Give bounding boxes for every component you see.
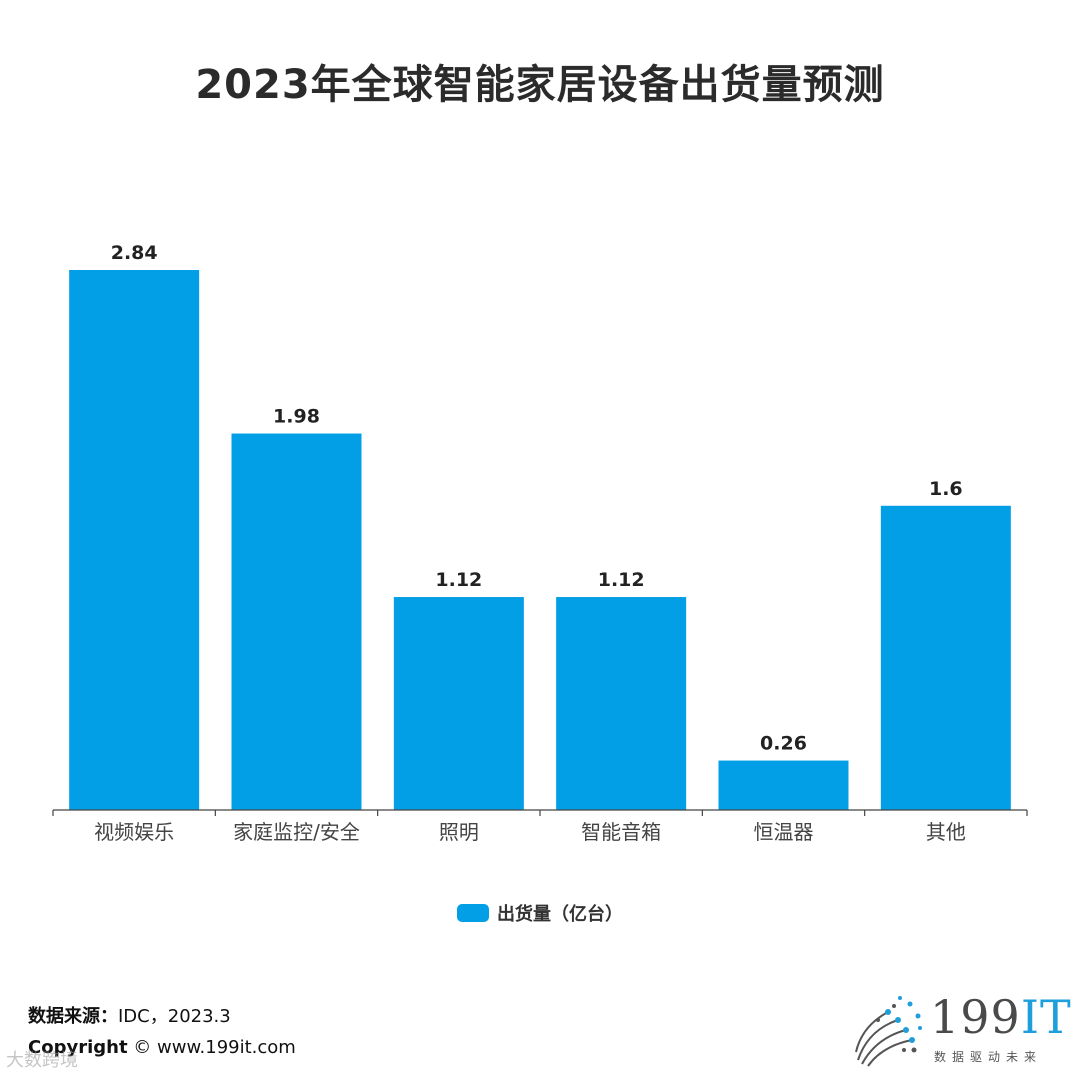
data-label-0: 2.84 <box>111 242 158 264</box>
data-label-3: 1.12 <box>598 569 645 591</box>
bar-chart: 2.84 1.98 1.12 1.12 0.26 1.6 视频娱乐 家庭监控/安全 照明 智能音… <box>52 242 1028 844</box>
legend-swatch <box>457 904 489 922</box>
bar-2 <box>393 597 524 810</box>
bar-3 <box>556 597 687 810</box>
brand-logo: 199IT 数据驱动未来 <box>848 990 1071 1070</box>
logo-dots-icon <box>855 996 922 1067</box>
logo-wordmark: 199IT <box>930 990 1072 1044</box>
data-label-4: 0.26 <box>760 733 807 755</box>
copyright-value: © www.199it.com <box>133 1037 296 1058</box>
legend: 出货量（亿台） <box>0 900 1080 926</box>
logo-it: IT <box>1020 990 1072 1044</box>
bar-0 <box>69 270 200 810</box>
logo-tagline: 数据驱动未来 <box>934 1050 1043 1064</box>
chart-title: 2023年全球智能家居设备出货量预测 <box>195 62 885 108</box>
category-labels-group: 视频娱乐 家庭监控/安全 照明 智能音箱 恒温器 其他 <box>94 820 966 844</box>
copyright-label: Copyright <box>28 1037 128 1058</box>
source-label: 数据来源： <box>28 1006 118 1027</box>
category-label-4: 恒温器 <box>754 820 814 844</box>
category-label-3: 智能音箱 <box>581 820 661 844</box>
category-label-5: 其他 <box>926 820 966 844</box>
logo-number: 199 <box>930 990 1021 1044</box>
legend-label: 出货量（亿台） <box>497 904 623 925</box>
data-label-2: 1.12 <box>435 569 482 591</box>
bar-1 <box>231 433 362 810</box>
bar-5 <box>880 505 1011 810</box>
watermark: 大数跨境 <box>6 1050 78 1071</box>
category-label-0: 视频娱乐 <box>94 820 174 844</box>
category-label-2: 照明 <box>439 820 479 844</box>
copyright-note: Copyright © www.199it.com <box>28 1037 296 1058</box>
source-note: 数据来源：IDC，2023.3 <box>28 1002 231 1028</box>
source-value: IDC，2023.3 <box>118 1006 231 1027</box>
bars-group <box>69 270 1011 810</box>
data-label-5: 1.6 <box>929 478 963 500</box>
category-label-1: 家庭监控/安全 <box>233 820 360 844</box>
data-label-1: 1.98 <box>273 406 320 428</box>
bar-4 <box>718 760 849 810</box>
x-ticks-group <box>52 810 1028 816</box>
data-labels-group: 2.84 1.98 1.12 1.12 0.26 1.6 <box>111 242 963 755</box>
